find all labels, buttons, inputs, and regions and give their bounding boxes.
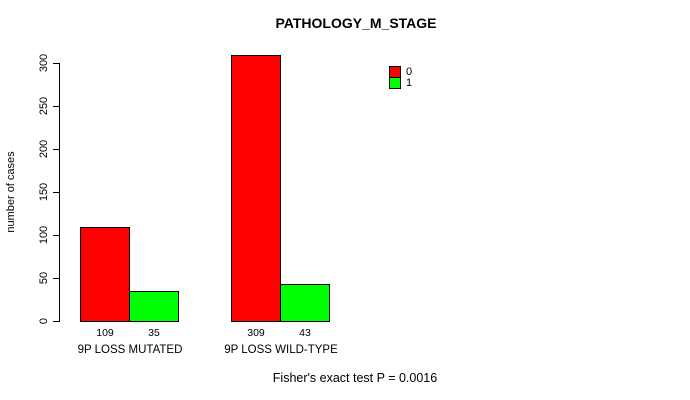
y-axis-tick-label: 200 bbox=[38, 139, 50, 159]
y-axis-tick-label: 50 bbox=[38, 271, 50, 285]
bar-1 bbox=[280, 284, 330, 322]
chart-title: PATHOLOGY_M_STAGE bbox=[275, 15, 437, 31]
y-axis-tick-label: 150 bbox=[38, 182, 50, 202]
y-axis-title: number of cases bbox=[5, 151, 17, 233]
legend-label: 0 bbox=[406, 66, 413, 78]
bar-1 bbox=[129, 291, 179, 322]
category-label: 9P LOSS MUTATED bbox=[77, 344, 183, 356]
legend-label: 1 bbox=[406, 77, 413, 89]
bar-0 bbox=[231, 55, 281, 322]
legend-swatch-1 bbox=[389, 77, 401, 89]
bar-value-label: 109 bbox=[96, 327, 114, 339]
y-axis-tick bbox=[53, 235, 59, 236]
y-axis-tick-label: 0 bbox=[38, 317, 50, 325]
legend-row: 0 bbox=[389, 66, 413, 78]
y-axis-tick-label: 250 bbox=[38, 96, 50, 116]
category-label: 9P LOSS WILD-TYPE bbox=[224, 344, 338, 356]
y-axis-tick bbox=[53, 106, 59, 107]
bar-0 bbox=[80, 227, 130, 322]
legend-row: 1 bbox=[389, 77, 413, 89]
y-axis-tick-label: 300 bbox=[38, 53, 50, 73]
y-axis-tick bbox=[53, 192, 59, 193]
y-axis-tick-label: 100 bbox=[38, 225, 50, 245]
bar-value-label: 43 bbox=[299, 327, 311, 339]
annotation-text: Fisher's exact test P = 0.0016 bbox=[272, 371, 438, 385]
y-axis-tick bbox=[53, 321, 59, 322]
y-axis-tick bbox=[53, 63, 59, 64]
y-axis-tick bbox=[53, 149, 59, 150]
y-axis-line bbox=[59, 63, 60, 322]
bar-value-label: 309 bbox=[247, 327, 265, 339]
bar-value-label: 35 bbox=[148, 327, 160, 339]
y-axis-tick bbox=[53, 278, 59, 279]
